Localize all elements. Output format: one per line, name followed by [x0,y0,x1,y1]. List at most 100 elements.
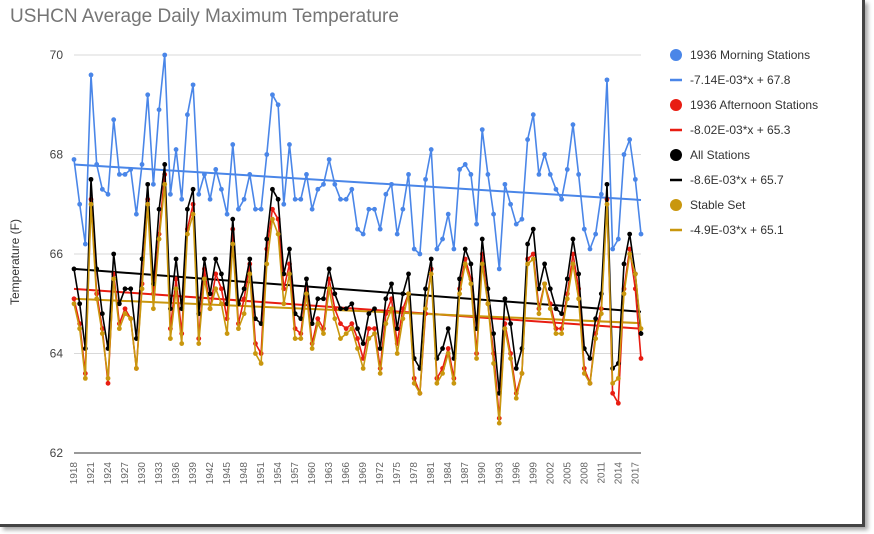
data-point [77,326,83,332]
series-group [71,52,644,426]
data-point [99,186,105,192]
data-point [360,366,366,371]
data-point [287,142,292,147]
data-point [445,351,451,356]
data-point [196,191,202,197]
data-point [377,346,383,351]
data-point [173,286,179,292]
data-point [610,246,616,252]
data-point [474,356,479,361]
data-point [338,336,343,341]
x-tick-label: 1957 [290,462,301,485]
data-point [338,306,343,312]
legend[interactable]: 1936 Morning Stations -7.14E-03*x + 67.8 1… [670,48,818,237]
x-tick-label: 2002 [545,462,556,485]
data-point [536,286,542,292]
data-point [525,261,530,267]
legend-item[interactable]: All Stations [670,148,750,162]
data-point [304,172,309,177]
x-tick-label: 1930 [137,462,148,485]
legend-item[interactable]: -4.9E-03*x + 65.1 [670,223,784,237]
data-point [258,321,264,327]
x-tick-label: 1921 [86,462,97,485]
series [71,181,644,426]
data-point [315,186,321,192]
data-point [162,52,168,58]
data-point [621,291,627,297]
data-point [451,380,457,386]
data-point [202,256,207,262]
legend-label: Stable Set [690,198,746,212]
x-tick-label: 1942 [205,462,216,485]
data-point [615,400,621,406]
data-point [485,301,491,307]
legend-label: -7.14E-03*x + 67.8 [690,73,791,87]
data-point [128,286,134,292]
legend-item[interactable]: -8.02E-03*x + 65.3 [670,123,791,137]
data-point [88,72,94,78]
x-tick-label: 2014 [613,462,624,485]
data-point [116,172,122,177]
legend-item[interactable]: 1936 Afternoon Stations [670,98,818,112]
x-tick-label: 1969 [358,462,369,485]
data-point [417,390,423,396]
data-point [632,271,638,277]
data-point [428,256,434,262]
data-point [423,176,428,182]
legend-item[interactable]: -8.6E-03*x + 65.7 [670,173,784,187]
data-point [213,256,219,262]
data-point [604,181,610,187]
data-point [247,172,253,177]
data-point [270,206,275,212]
data-point [372,331,377,336]
data-point [139,162,145,167]
x-tick-label: 1951 [256,462,267,485]
data-point [502,181,508,187]
legend-marker [670,99,682,111]
data-point [202,276,207,282]
data-point [638,326,644,332]
trendline [73,267,642,313]
data-point [128,167,134,172]
series [71,162,644,396]
data-point [179,196,185,202]
data-point [179,341,185,346]
data-point [360,341,366,346]
data-point [270,186,275,192]
data-point [133,366,139,371]
data-point [236,206,241,212]
data-point [309,346,315,351]
data-point [372,306,377,312]
y-axis-label: Temperature (F) [8,219,22,305]
x-tick-label: 1939 [188,462,199,485]
data-point [281,301,287,307]
data-point [343,306,349,312]
data-point [150,181,156,187]
data-point [219,286,224,292]
data-point [519,216,525,222]
x-tick-label: 1972 [375,462,386,485]
data-point [71,266,77,272]
data-point [559,196,565,202]
data-point [332,316,338,322]
data-point [536,172,542,177]
data-point [77,301,83,307]
data-point [349,321,355,327]
legend-item[interactable]: 1936 Morning Stations [670,48,810,62]
data-point [321,296,326,302]
data-point [576,172,582,177]
legend-marker [670,199,682,211]
data-point [559,331,565,336]
x-tick-label: 2008 [579,462,590,485]
legend-item[interactable]: -7.14E-03*x + 67.8 [670,73,791,87]
legend-item[interactable]: Stable Set [670,198,746,212]
data-point [355,336,360,341]
data-point [332,291,338,297]
data-point [508,356,513,361]
data-point [258,206,264,212]
data-point [82,375,88,381]
x-tick-label: 1996 [511,462,522,485]
data-point [423,306,428,312]
data-point [202,172,207,177]
x-tick-label: 2017 [630,462,641,485]
